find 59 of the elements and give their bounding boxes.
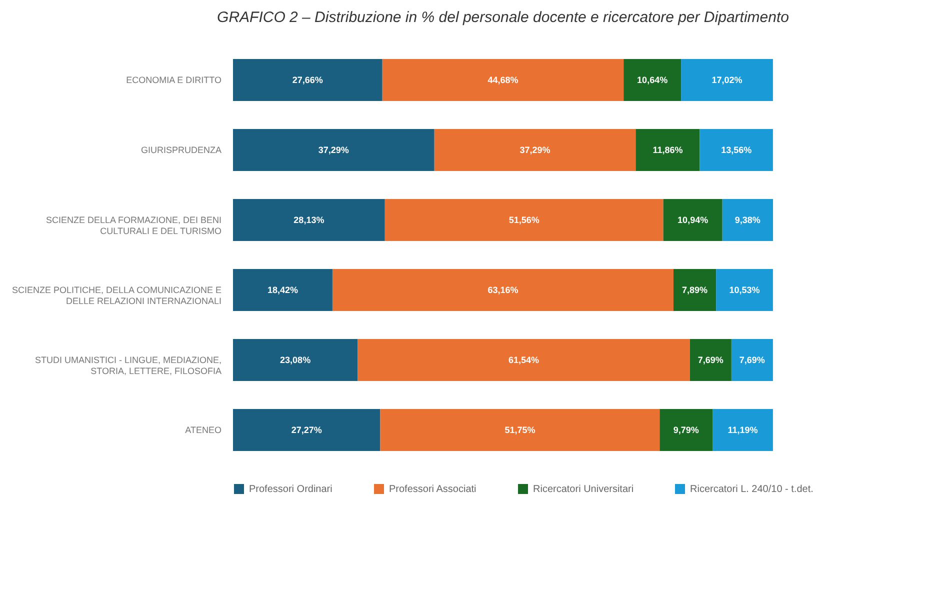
bar (673, 269, 716, 311)
data-label: 44,68% (488, 75, 518, 85)
data-label: 28,13% (294, 215, 324, 225)
data-label: 23,08% (280, 355, 311, 365)
bar (233, 409, 380, 451)
legend-label: Professori Ordinari (249, 484, 332, 495)
legend-label: Ricercatori Universitari (533, 484, 634, 495)
legend-label: Ricercatori L. 240/10 - t.det. (690, 484, 814, 495)
y-tick-label: ATENEO (185, 425, 222, 435)
data-label: 51,75% (504, 425, 536, 435)
data-label: 13,56% (721, 145, 752, 155)
bar (624, 59, 682, 101)
data-label: 37,29% (520, 145, 550, 155)
bar (358, 339, 690, 381)
data-label: 10,53% (729, 285, 760, 295)
bar (332, 269, 674, 311)
bar (700, 129, 773, 171)
data-label: 10,64% (637, 75, 668, 85)
bar (233, 269, 332, 311)
legend-label: Professori Associati (389, 484, 476, 495)
data-label: 7,69% (698, 355, 724, 365)
data-label: 7,69% (739, 355, 765, 365)
bar (636, 129, 700, 171)
bar (382, 59, 624, 101)
bar (233, 339, 358, 381)
data-label: 9,38% (734, 215, 760, 225)
bar (233, 129, 434, 171)
data-label: 27,27% (291, 425, 322, 435)
bar (681, 59, 773, 101)
data-label: 61,54% (508, 355, 540, 365)
data-label: 18,42% (267, 285, 298, 295)
data-label: 51,56% (508, 215, 540, 225)
data-label: 27,66% (292, 75, 323, 85)
bar (434, 129, 636, 171)
data-label: 7,89% (682, 285, 708, 295)
bar (233, 59, 382, 101)
chart-title: GRAFICO 2 – Distribuzione in % del personale docente e ricercatore per Dipartimento (217, 9, 789, 26)
y-tick-label: GIURISPRUDENZA (140, 145, 222, 155)
data-label: 63,16% (488, 285, 518, 295)
bar (731, 339, 773, 381)
y-tick-label: STUDI UMANISTICI - LINGUE, MEDIAZIONE, STORIA, LETTERE, FILOSOFIA (34, 355, 222, 376)
bar (716, 269, 773, 311)
bar (712, 409, 773, 451)
data-label: 9,79% (673, 425, 699, 435)
data-label: 11,86% (652, 145, 683, 155)
data-label: 10,94% (678, 215, 708, 225)
data-label: 37,29% (318, 145, 349, 155)
y-tick-label: SCIENZE DELLA FORMAZIONE, DEI BENI CULTURALI E DEL TURISMO (46, 215, 222, 236)
bar (690, 339, 732, 381)
y-tick-label: ECONOMIA E DIRITTO (126, 75, 222, 85)
bar (384, 199, 664, 241)
bar (663, 199, 722, 241)
bar (380, 409, 660, 451)
bar (722, 199, 773, 241)
data-label: 11,19% (728, 425, 758, 435)
bar (660, 409, 713, 451)
data-label: 17,02% (712, 75, 742, 85)
y-tick-label: SCIENZE POLITICHE, DELLA COMUNICAZIONE E DELLE RELAZIONI INTERNAZIONALI (12, 285, 222, 306)
bar (233, 199, 385, 241)
